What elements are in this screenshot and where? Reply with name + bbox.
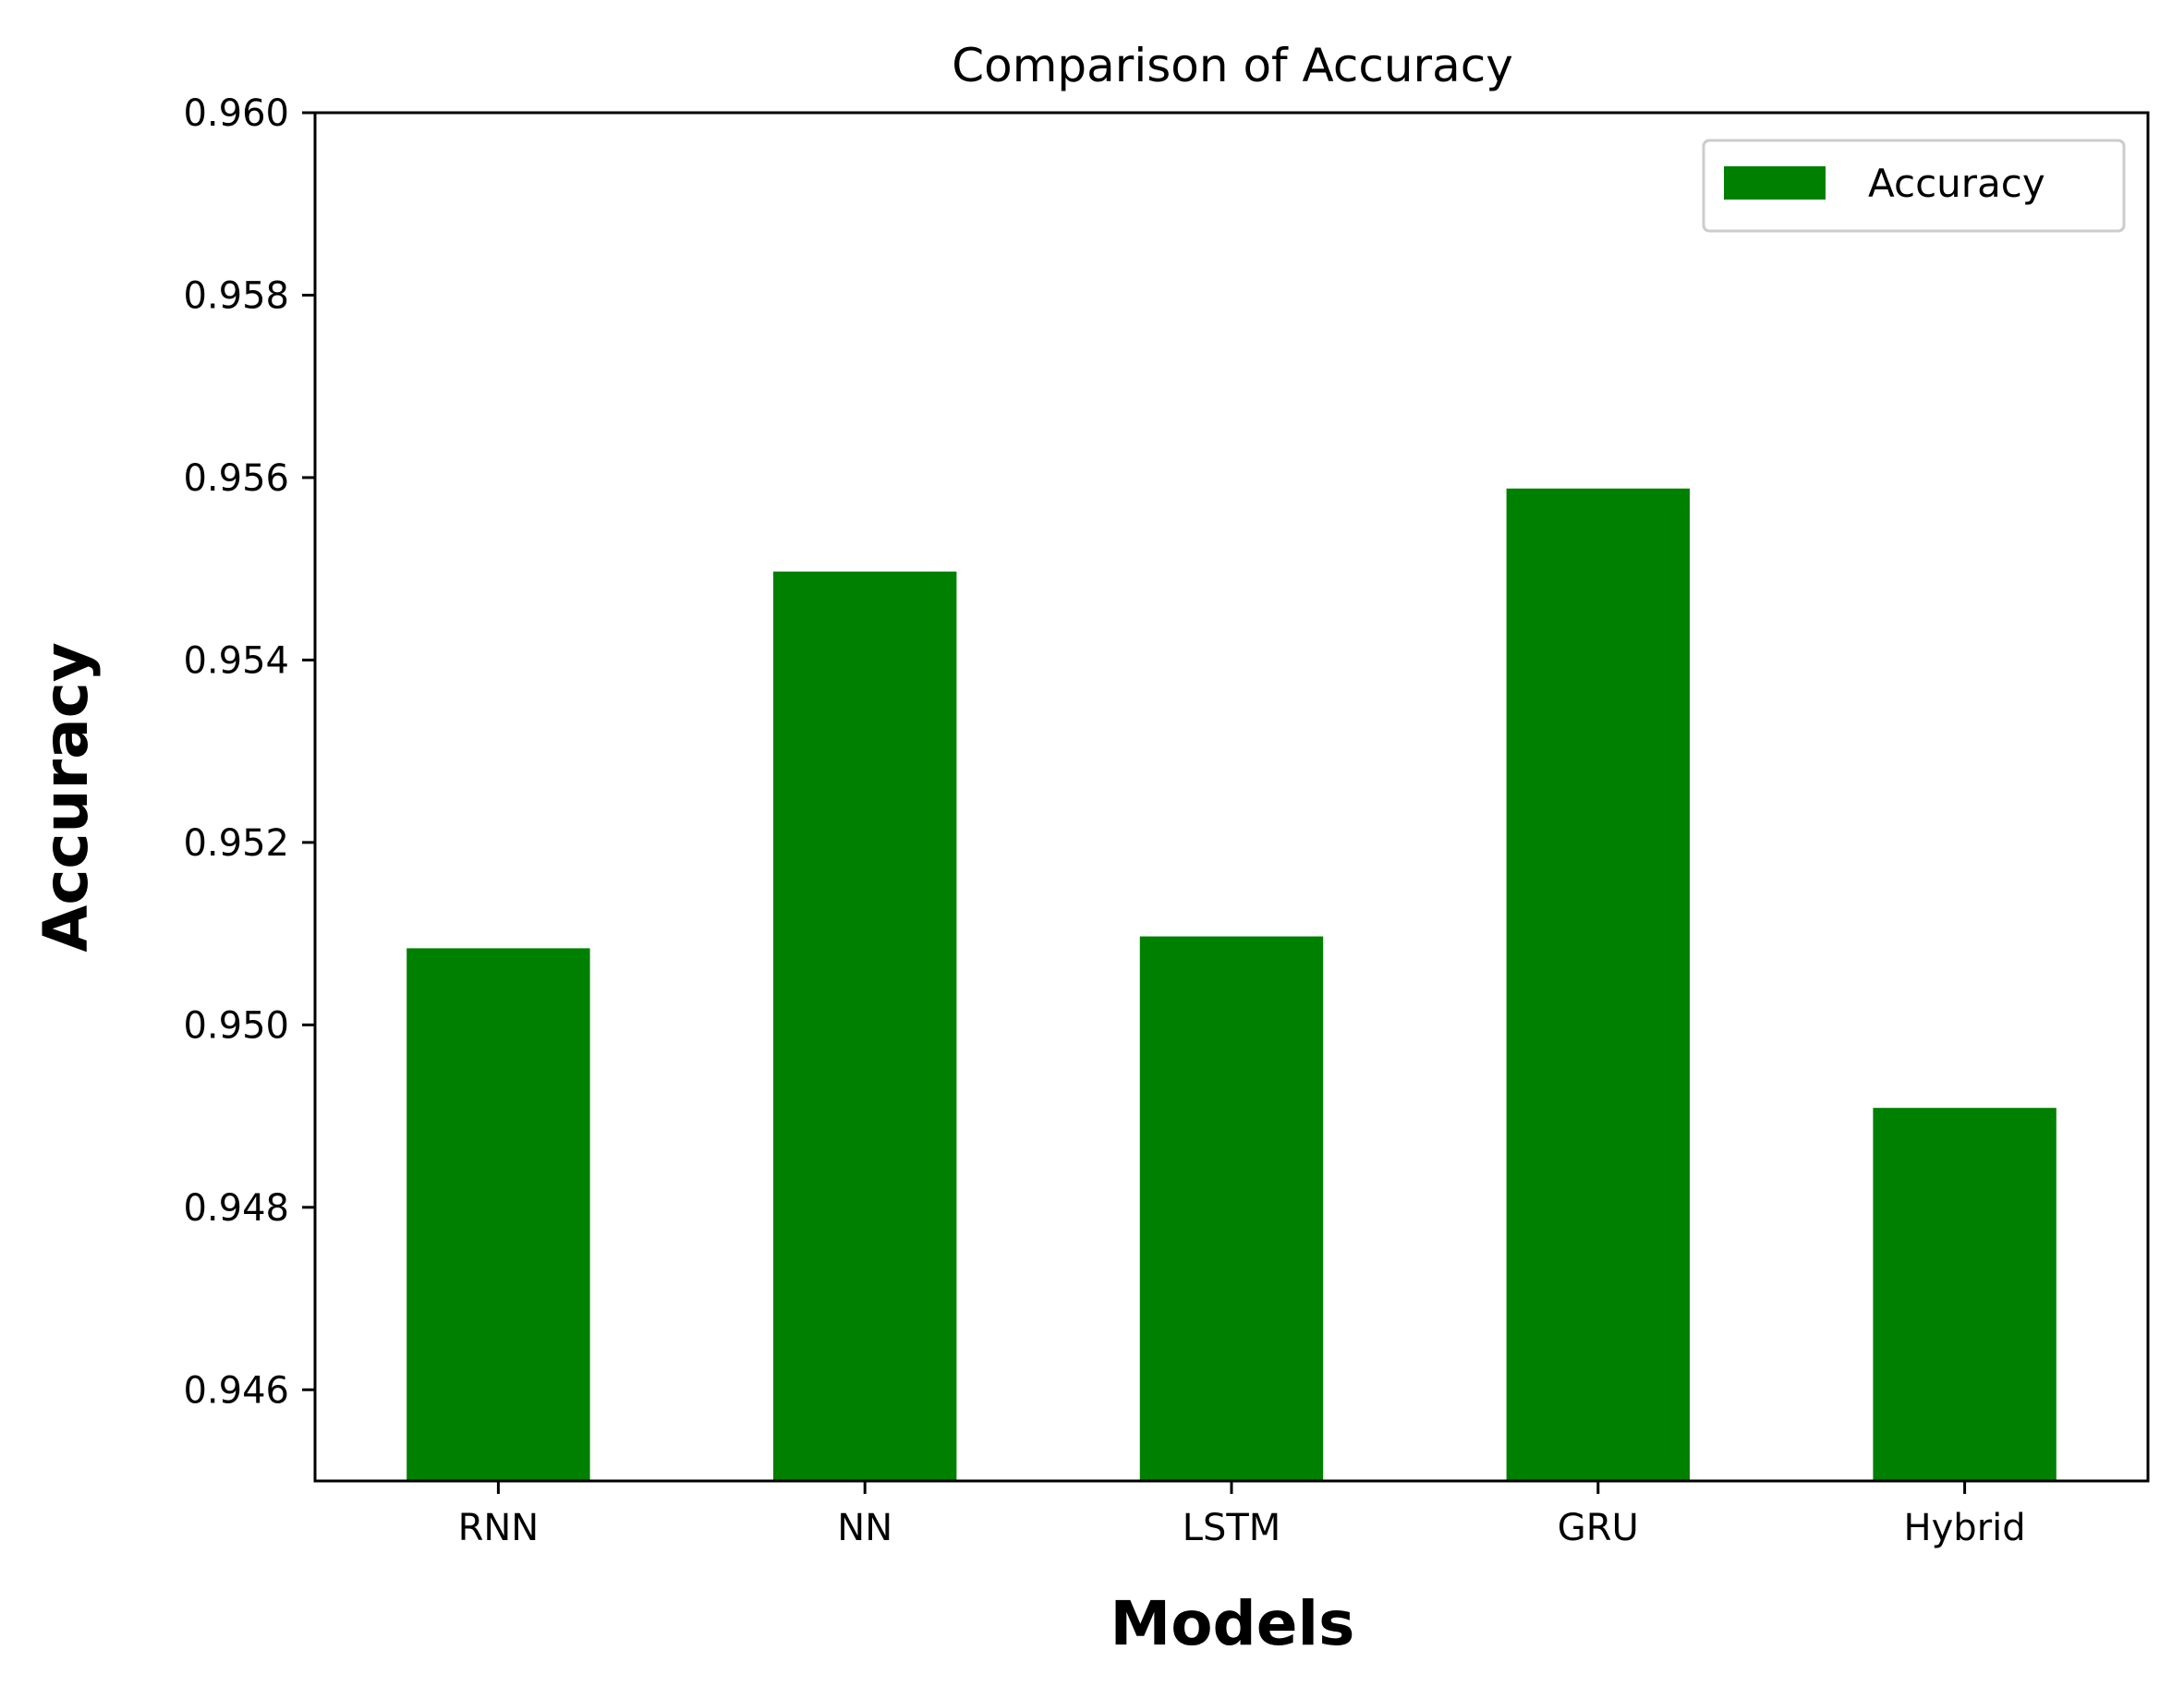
bar-nn <box>773 571 957 1481</box>
bar-hybrid <box>1873 1108 2057 1481</box>
y-tick-label: 0.954 <box>183 639 289 682</box>
y-tick-label: 0.960 <box>183 92 289 135</box>
bars-group <box>406 488 2057 1482</box>
bar-rnn <box>406 948 590 1481</box>
legend-swatch <box>1724 166 1826 200</box>
x-tick-label: GRU <box>1558 1507 1639 1549</box>
bar-gru <box>1506 488 1690 1482</box>
x-tick-label: LSTM <box>1183 1507 1281 1549</box>
chart-title: Comparison of Accuracy <box>952 39 1513 92</box>
x-axis: RNN NN LSTM GRU Hybrid <box>458 1481 2026 1549</box>
y-tick-label: 0.956 <box>183 457 289 500</box>
y-axis-label: Accuracy <box>30 642 102 953</box>
x-tick-label: RNN <box>458 1507 540 1549</box>
y-axis: 0.946 0.948 0.950 0.952 0.954 0.956 0.958 0.960 <box>183 92 315 1412</box>
legend: Accuracy <box>1702 139 2126 233</box>
x-axis-label: Models <box>1110 1588 1355 1659</box>
legend-label: Accuracy <box>1868 161 2045 206</box>
y-tick-label: 0.958 <box>183 274 289 317</box>
y-tick-label: 0.946 <box>183 1369 289 1412</box>
x-tick-label: NN <box>837 1507 892 1549</box>
y-tick-label: 0.948 <box>183 1187 289 1230</box>
y-tick-label: 0.952 <box>183 822 289 865</box>
bar-lstm <box>1139 936 1324 1481</box>
legend-box <box>1702 139 2126 233</box>
y-tick-label: 0.950 <box>183 1004 289 1047</box>
x-tick-label: Hybrid <box>1904 1507 2026 1549</box>
plot-frame <box>313 111 2150 1483</box>
